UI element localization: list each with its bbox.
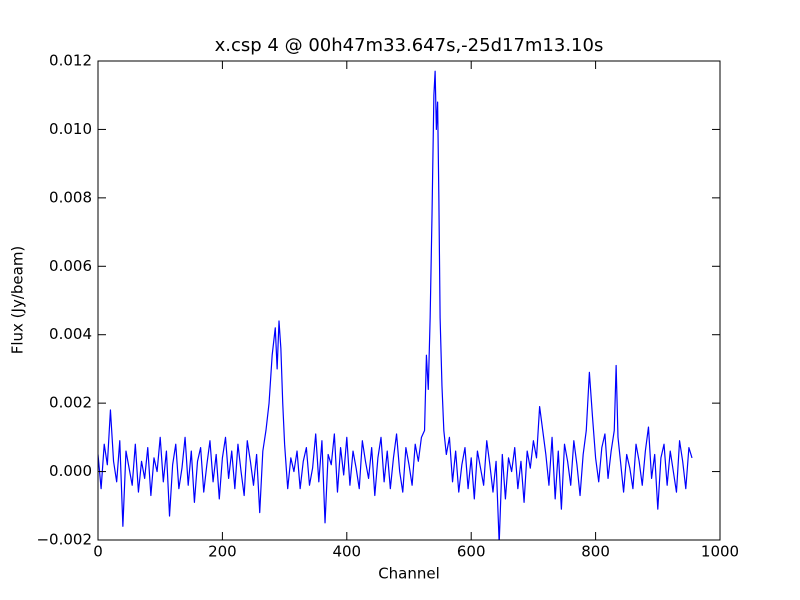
axes-frame [97, 60, 721, 541]
x-tick-label: 1000 [701, 543, 739, 561]
x-tick-label: 0 [93, 543, 103, 561]
x-tick-label: 600 [457, 543, 486, 561]
y-axis-label: Flux (Jy/beam) [9, 246, 27, 355]
data-line [98, 70, 693, 540]
y-tick-label: 0.010 [49, 120, 92, 138]
y-tick-label: 0.000 [49, 462, 92, 480]
y-tick-label: 0.008 [49, 188, 92, 206]
x-tick-label: 800 [581, 543, 610, 561]
y-tick-label: 0.002 [49, 394, 92, 412]
x-axis-label: Channel [378, 565, 440, 583]
y-tick-label: 0.006 [49, 257, 92, 275]
y-tick-label: 0.012 [49, 52, 92, 70]
x-tick-label: 200 [208, 543, 237, 561]
y-tick-label: −0.002 [36, 531, 92, 549]
x-tick-label: 400 [332, 543, 361, 561]
plot-area [98, 70, 693, 540]
y-tick-label: 0.004 [49, 325, 92, 343]
chart-title: x.csp 4 @ 00h47m33.647s,-25d17m13.10s [215, 35, 604, 56]
